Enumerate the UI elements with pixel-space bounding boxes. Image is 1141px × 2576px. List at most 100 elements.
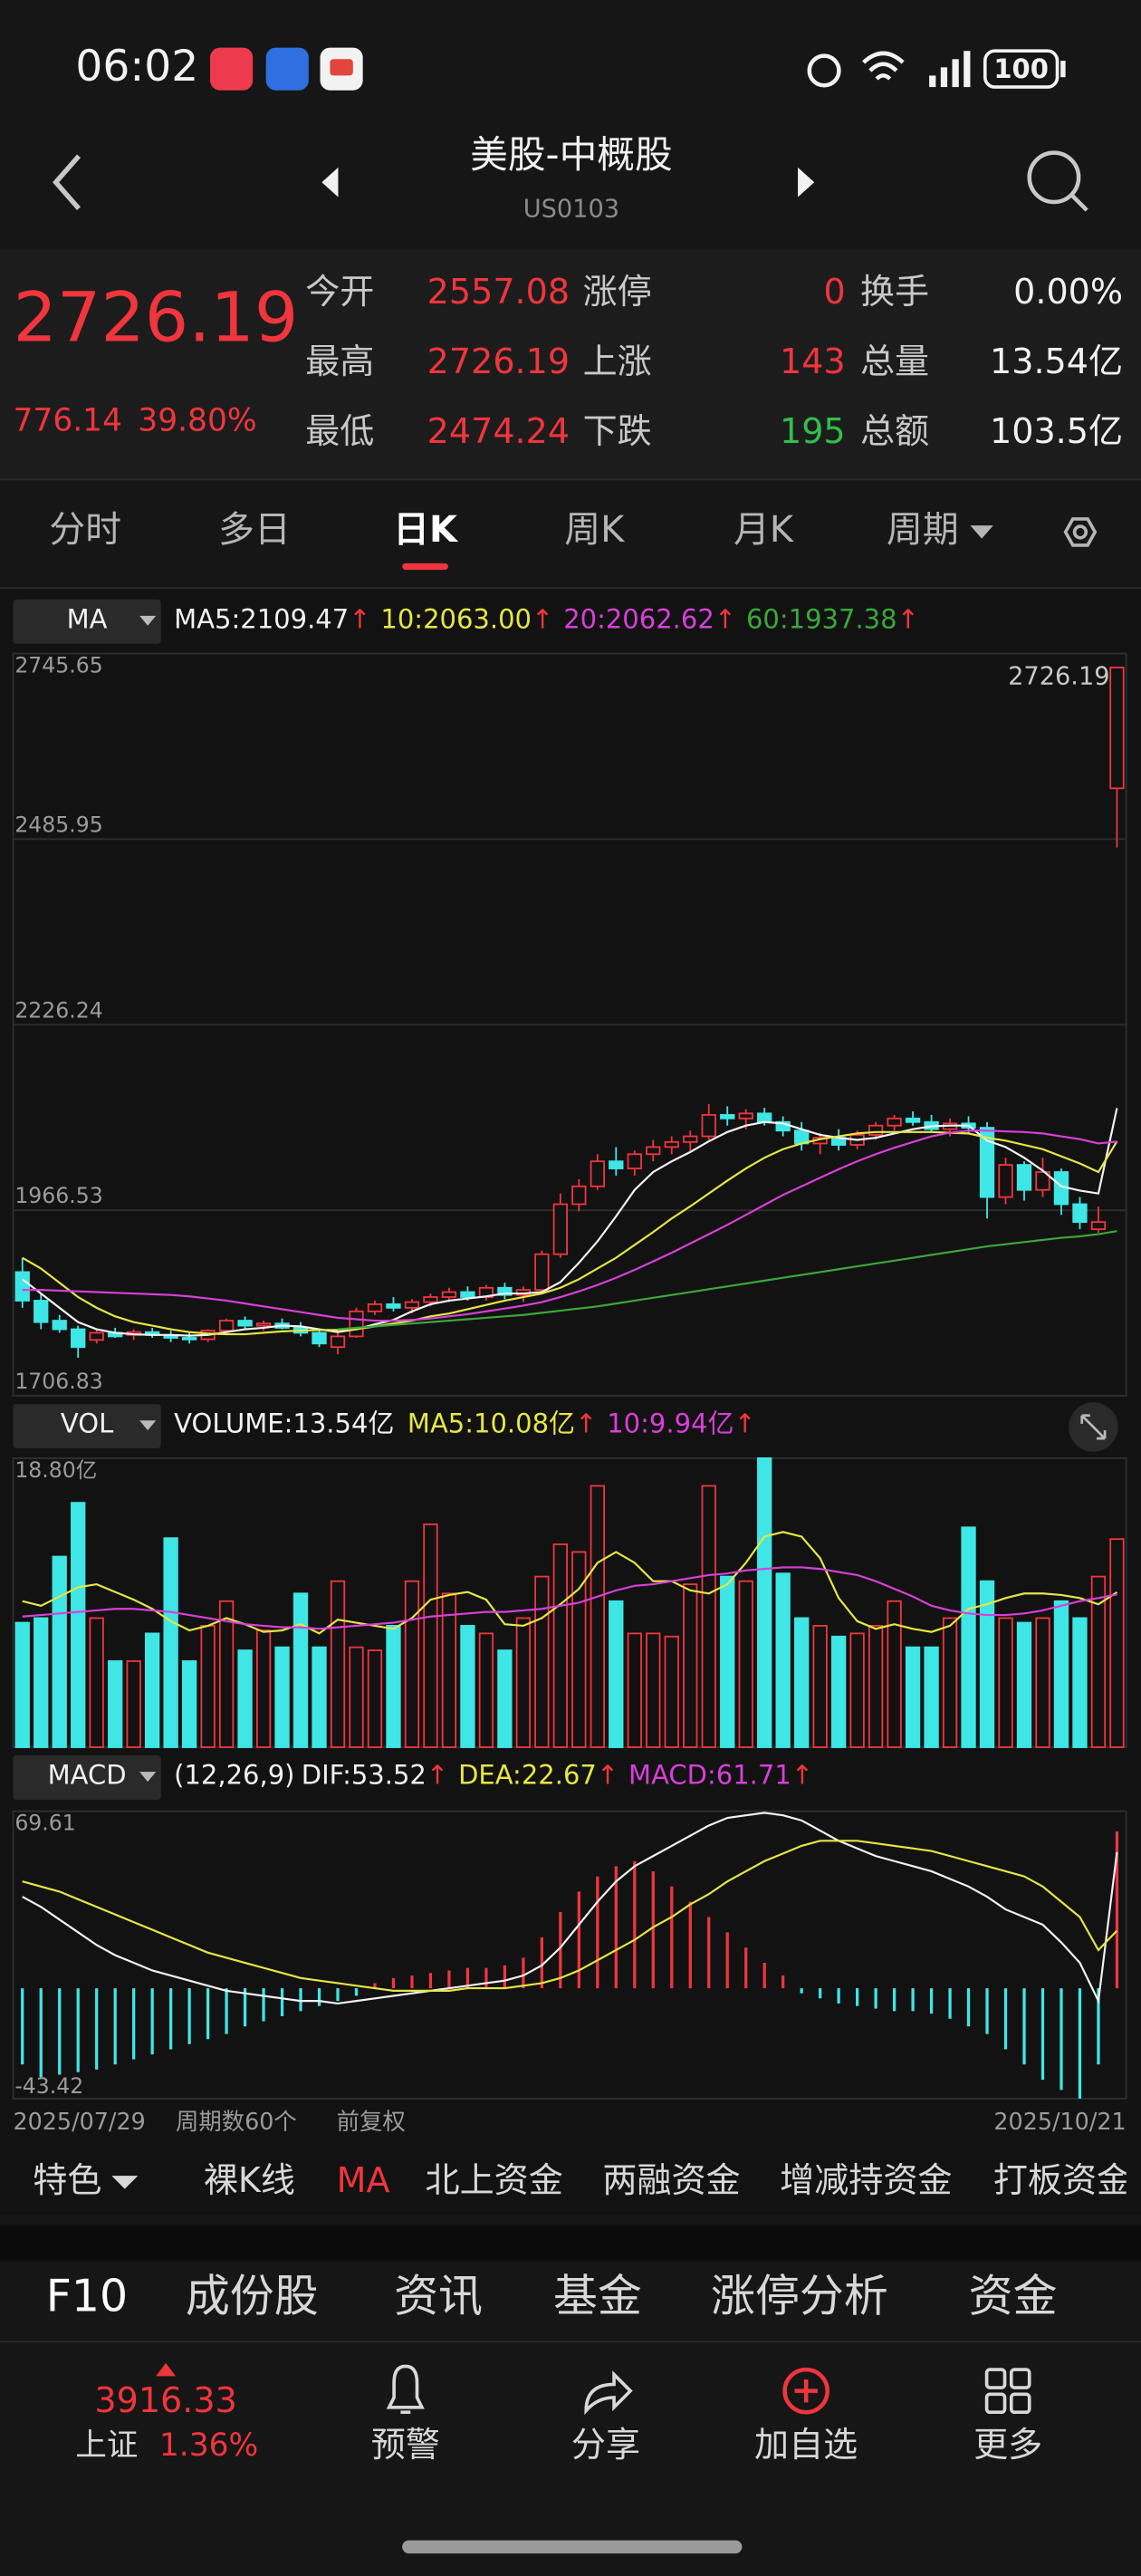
volume-bar	[1090, 1575, 1107, 1748]
volume-bar	[126, 1660, 141, 1748]
indicator-tab[interactable]: MA	[337, 2160, 390, 2200]
period-tab[interactable]: 分时	[49, 509, 121, 551]
candle-body	[71, 1328, 86, 1349]
indicator-name: MACD	[48, 1760, 127, 1791]
price: 2726.19	[14, 276, 299, 357]
action-label[interactable]: 加自选	[754, 2425, 858, 2465]
bottom-tab[interactable]: 基金	[553, 2271, 642, 2322]
signal-bar	[952, 59, 959, 88]
indicator-tab[interactable]: 增减持资金	[780, 2160, 952, 2200]
indicator-tab[interactable]: 特色	[33, 2160, 101, 2200]
period-tab[interactable]: 周K	[564, 509, 625, 551]
quote-panel	[0, 249, 1141, 480]
volume-bar	[274, 1646, 290, 1748]
period-tab[interactable]: 日K	[393, 509, 459, 551]
candle-body	[1090, 1221, 1107, 1230]
volume-bar	[1016, 1621, 1032, 1748]
alarm-icon	[807, 53, 841, 88]
candle-body	[423, 1296, 438, 1303]
last-price-label: 2726.19	[1008, 662, 1109, 690]
y-tick-label: 2745.65	[14, 653, 102, 678]
indicator-bar: 特色 裸K线 MA 北上资金 两融资金 增减持资金 打板资金	[33, 2160, 1131, 2200]
candle-body	[590, 1160, 605, 1187]
candle-body	[34, 1300, 49, 1323]
volume-bar	[367, 1649, 383, 1748]
ma-line	[22, 1129, 1117, 1322]
settings-button[interactable]	[1063, 517, 1098, 547]
bottom-tab[interactable]: 资讯	[394, 2271, 483, 2322]
candle-body	[979, 1127, 995, 1198]
stat-value: 0	[823, 272, 845, 312]
search-button[interactable]	[1027, 150, 1081, 205]
index-value[interactable]: 3916.33	[94, 2380, 236, 2420]
dropdown-icon	[111, 2176, 139, 2189]
volume-bar	[515, 1617, 532, 1748]
legend-text: 2063.00	[423, 603, 532, 634]
volume-bar	[163, 1537, 178, 1748]
stat-value: 2474.24	[427, 411, 570, 451]
period-tab[interactable]: 月K	[734, 509, 794, 551]
legend-text: MA5:	[408, 1408, 474, 1439]
action-label[interactable]: 分享	[571, 2425, 640, 2465]
indicator-tab[interactable]: 打板资金	[993, 2160, 1131, 2200]
indicator-tab[interactable]: 北上资金	[426, 2160, 563, 2200]
legend-text: 60:	[746, 603, 789, 634]
period-tab[interactable]: 周期	[887, 509, 959, 551]
alert-icon	[386, 2364, 425, 2415]
volume-bar	[998, 1617, 1013, 1748]
candle-body	[1109, 667, 1125, 790]
battery	[983, 49, 1060, 89]
candle-body	[14, 1271, 30, 1302]
candle-body	[905, 1117, 921, 1123]
add-icon	[782, 2367, 829, 2415]
candle-body	[1072, 1203, 1088, 1224]
legend-text: 10:	[380, 603, 423, 634]
volume-bar	[71, 1502, 86, 1748]
y-tick-label: 2226.24	[14, 997, 102, 1023]
indicator-select[interactable]	[13, 1404, 161, 1449]
volume-bar	[1072, 1617, 1088, 1748]
end-date: 2025/10/21	[993, 2108, 1126, 2135]
volume-bar	[830, 1635, 847, 1748]
dropdown-icon[interactable]	[970, 525, 993, 539]
y-tick-label: 2485.95	[14, 812, 102, 837]
candle-body	[52, 1320, 67, 1331]
volume-bar	[441, 1592, 457, 1748]
volume-bar	[609, 1600, 624, 1748]
indicator-select[interactable]	[13, 1755, 161, 1801]
macd-line	[22, 1812, 1118, 2005]
dropdown-icon	[139, 1772, 157, 1783]
legend-text: (12,26,9)	[174, 1760, 294, 1791]
volume-bar	[1035, 1617, 1050, 1748]
action-label[interactable]: 更多	[973, 2425, 1042, 2465]
stat-value: 2726.19	[427, 341, 570, 381]
candle-body	[1016, 1164, 1032, 1191]
ma-line	[337, 1230, 1117, 1331]
legend-text: 20:	[563, 603, 606, 634]
indicator-select[interactable]	[13, 599, 161, 644]
volume-bar	[89, 1617, 104, 1748]
prev-button[interactable]	[321, 167, 339, 197]
indicator-tab[interactable]: 两融资金	[602, 2160, 740, 2200]
period-tab[interactable]: 多日	[218, 509, 291, 551]
bottom-tab[interactable]: 成份股	[186, 2271, 319, 2322]
indicator-tab[interactable]: 裸K线	[204, 2160, 295, 2200]
candle-body	[404, 1301, 420, 1309]
volume-bar	[1053, 1600, 1069, 1748]
volume-bar	[794, 1617, 810, 1748]
legend-text: 2062.62	[606, 603, 714, 634]
legend-text: ↑	[597, 1760, 618, 1791]
legend-text: DEA:	[458, 1760, 522, 1791]
next-button[interactable]	[798, 167, 815, 197]
bottom-tab[interactable]: F10	[46, 2271, 128, 2322]
bottom-tab[interactable]: 涨停分析	[711, 2271, 888, 2322]
candle-body	[386, 1303, 401, 1309]
stat-value: 0.00%	[1013, 272, 1123, 312]
action-label[interactable]: 预警	[371, 2425, 440, 2465]
candle-body	[887, 1117, 902, 1127]
back-button[interactable]	[53, 154, 82, 211]
stat-value: 2557.08	[427, 272, 570, 312]
bottom-tab[interactable]: 资金	[969, 2271, 1058, 2322]
dropdown-icon	[139, 615, 157, 626]
